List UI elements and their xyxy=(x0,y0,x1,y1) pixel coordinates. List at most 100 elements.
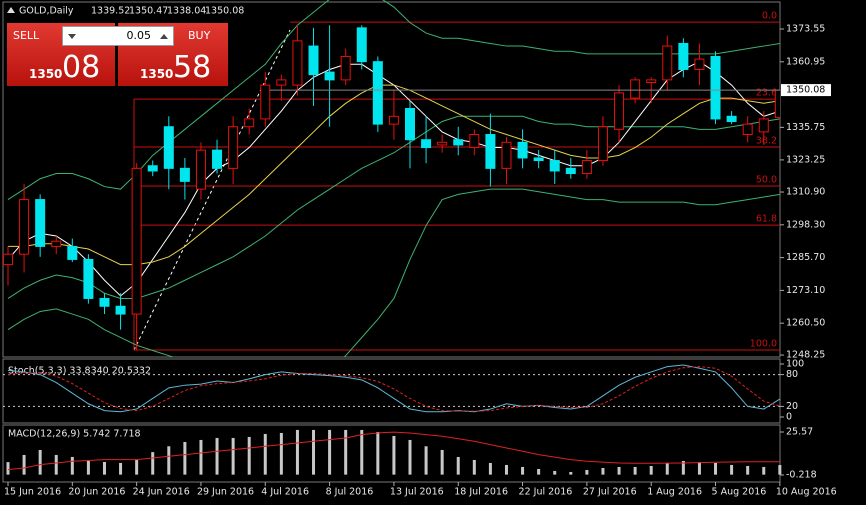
x-tick-label: 27 Jul 2016 xyxy=(583,487,637,498)
menu-arrow[interactable] xyxy=(7,7,15,13)
macd-bar xyxy=(472,459,476,475)
main-plot: 0.0 23.6 38.2 50.0 61.8 100.0 xyxy=(3,0,780,357)
candle-body xyxy=(710,55,721,120)
indicator-line xyxy=(7,366,780,412)
y-tick-label: 1248.25 xyxy=(786,350,825,361)
candle-body xyxy=(147,165,158,172)
lot-value: 0.05 xyxy=(126,29,152,42)
macd-bar xyxy=(649,465,653,475)
macd-bar xyxy=(279,432,283,475)
y-tick-label: 0 xyxy=(786,412,792,423)
candle-body xyxy=(244,118,255,128)
macd-bar xyxy=(215,437,219,475)
lot-up[interactable] xyxy=(157,27,171,45)
sell-price-head: 1350 xyxy=(29,67,63,81)
macd-bar xyxy=(231,437,235,475)
macd-bar xyxy=(601,467,605,475)
candle-body xyxy=(501,141,512,169)
header-open: 1339.52 xyxy=(91,6,130,17)
y-tick-label: 80 xyxy=(786,369,798,380)
macd-bar xyxy=(360,429,364,475)
macd-bar xyxy=(295,429,299,475)
macd-bar xyxy=(714,462,718,475)
x-tick-label: 1 Aug 2016 xyxy=(647,487,702,498)
lot-down[interactable] xyxy=(65,27,79,45)
macd-bar xyxy=(6,462,10,475)
header-close: 1350.08 xyxy=(205,6,244,17)
candle-body xyxy=(19,199,30,255)
x-tick-label: 15 Jun 2016 xyxy=(4,487,61,498)
indicator-line xyxy=(7,364,781,413)
candle-body xyxy=(276,79,287,86)
lot-input[interactable]: 0.05 xyxy=(62,26,174,46)
macd-bar xyxy=(488,462,492,475)
main-frame xyxy=(2,1,781,358)
y-tick-label: 1298.30 xyxy=(786,219,825,230)
candle-body xyxy=(662,45,673,81)
macd-bar xyxy=(681,460,685,475)
last-price-box xyxy=(781,84,831,97)
macd-frame xyxy=(2,424,781,483)
last-price-label: 1350.08 xyxy=(786,85,825,96)
macd-bar xyxy=(102,461,106,475)
candle-body xyxy=(35,199,46,247)
candle-body xyxy=(372,61,383,125)
candle-body xyxy=(758,118,769,133)
buy-price-head: 1350 xyxy=(140,67,174,81)
candle-body xyxy=(517,141,528,159)
macd-bar xyxy=(617,466,621,475)
candle-body xyxy=(469,134,480,149)
candle-body xyxy=(51,240,62,247)
y-tick-label: 1360.95 xyxy=(786,56,825,67)
candle-body xyxy=(581,160,592,175)
candle-body xyxy=(437,141,448,146)
x-tick-label: 4 Jul 2016 xyxy=(261,487,309,498)
macd-bar xyxy=(183,441,187,475)
macd-bar xyxy=(408,439,412,475)
candle-body xyxy=(549,160,560,172)
macd-bar xyxy=(86,459,90,475)
candle-body xyxy=(67,245,78,260)
candle-body xyxy=(678,42,689,70)
candle-body xyxy=(388,115,399,125)
macd-bar xyxy=(328,429,332,475)
buy-label: BUY xyxy=(188,29,211,42)
stoch-title: Stoch(5,3,3) 33.8340 20.5332 xyxy=(8,366,151,377)
sell-label: SELL xyxy=(13,29,40,42)
candle-body xyxy=(646,79,657,83)
candle-body xyxy=(260,84,271,120)
candle-body xyxy=(292,40,303,86)
macd-bar xyxy=(38,449,42,475)
candle-body xyxy=(485,134,496,169)
candle-body xyxy=(694,58,705,70)
indicator-line xyxy=(7,115,780,299)
macd-bar xyxy=(392,435,396,475)
candle-body xyxy=(212,149,223,169)
candle-body xyxy=(453,139,464,146)
macd-bar xyxy=(746,465,750,475)
macd-bar xyxy=(263,433,267,475)
candle-body xyxy=(356,27,367,63)
fib-label: 0.0 xyxy=(762,11,777,22)
candle-body xyxy=(99,297,110,307)
macd-bar xyxy=(54,454,58,475)
candle-body xyxy=(3,253,13,266)
macd-bar xyxy=(199,439,203,475)
candle-body xyxy=(115,305,126,315)
buy-price-tail: 58 xyxy=(173,50,212,85)
candle-body xyxy=(597,126,608,162)
candle-body xyxy=(340,55,351,81)
candle-body xyxy=(726,115,737,123)
macd-title: MACD(12,26,9) 5.742 7.718 xyxy=(8,429,141,440)
fib-label: 100.0 xyxy=(750,338,777,349)
y-tick-label: 1373.55 xyxy=(786,24,825,35)
candle-body xyxy=(742,123,753,136)
x-tick-label: 10 Aug 2016 xyxy=(776,487,837,498)
candle-body xyxy=(565,167,576,175)
candle-body xyxy=(614,92,625,130)
x-tick-label: 20 Jun 2016 xyxy=(68,487,125,498)
candle-body xyxy=(630,79,641,99)
candle-body xyxy=(405,108,415,141)
symbol-title: GOLD,Daily xyxy=(19,6,74,17)
candle-body xyxy=(228,126,239,169)
